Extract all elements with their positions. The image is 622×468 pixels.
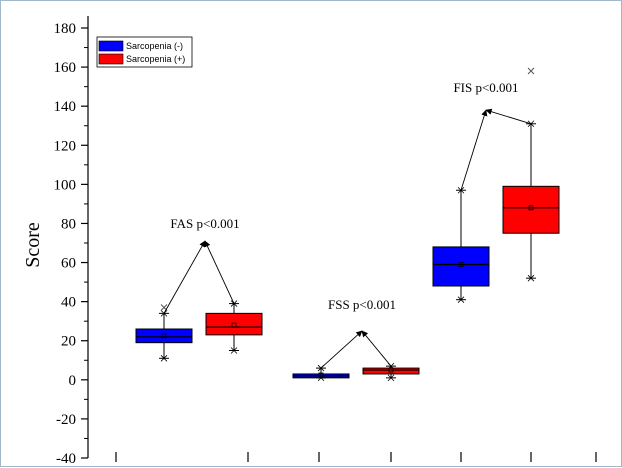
annotation-label: FAS p<0.001 xyxy=(170,216,239,231)
y-tick-label: -20 xyxy=(56,412,76,428)
iqr-box xyxy=(205,312,263,336)
mean-marker xyxy=(458,262,464,267)
y-tick-label: 40 xyxy=(61,295,76,311)
axes: -40 -20 0 20 40 60 80 100 120 140 160 180 Score xyxy=(22,16,597,467)
legend-swatch xyxy=(98,40,124,52)
annotation-label: FSS p<0.001 xyxy=(328,297,396,312)
annotation-arrow-right xyxy=(361,330,392,367)
annotation-label: FIS p<0.001 xyxy=(453,80,518,95)
whisker-cap-cross xyxy=(387,374,395,382)
y-tick-label: 20 xyxy=(61,334,76,350)
annotation-arrow-left xyxy=(320,330,363,369)
outlier-marker xyxy=(527,67,535,75)
box-fss-neg xyxy=(292,364,350,382)
annotation-fas: FAS p<0.001 xyxy=(163,216,240,314)
legend-label: Sarcopenia (+) xyxy=(126,54,185,64)
annotations: FAS p<0.001 FSS p<0.001 FIS p<0.001 xyxy=(163,80,532,369)
y-tick-label: 160 xyxy=(54,60,77,76)
annotation-arrow-left xyxy=(460,109,488,191)
y-axis-title: Score xyxy=(22,222,44,268)
whisker-cap-cross xyxy=(230,347,238,354)
whisker-cap-cross xyxy=(230,300,238,307)
box-fas-neg xyxy=(135,304,193,362)
whisker-cap-cross xyxy=(527,274,535,282)
annotation-fis: FIS p<0.001 xyxy=(453,80,532,191)
mean-marker xyxy=(318,372,324,378)
annotation-arrow-left xyxy=(163,240,206,314)
y-tick-label: 100 xyxy=(54,177,77,193)
whisker-cap-cross xyxy=(160,310,168,317)
mean-marker xyxy=(528,205,534,211)
whisker-cap-cross xyxy=(527,120,535,128)
legend-swatch xyxy=(98,53,124,65)
box-fis-neg xyxy=(432,186,490,303)
annotation-arrow-right xyxy=(485,108,532,125)
y-tick-label: 0 xyxy=(69,373,77,389)
legend-label: Sarcopenia (-) xyxy=(126,41,183,51)
iqr-box xyxy=(362,367,420,375)
box-fas-pos xyxy=(205,300,263,354)
iqr-box xyxy=(135,328,193,344)
annotation-fss: FSS p<0.001 xyxy=(320,297,396,369)
annotation-arrow-right xyxy=(204,240,235,304)
y-tick-label: 80 xyxy=(61,216,76,232)
mean-marker xyxy=(161,333,167,339)
whisker-cap-cross xyxy=(457,296,465,303)
y-tick-label: 60 xyxy=(61,256,76,272)
whisker-cap-cross xyxy=(160,355,168,362)
legend: Sarcopenia (-) Sarcopenia (+) xyxy=(96,36,193,68)
box-fis-pos xyxy=(502,67,560,282)
y-tick-label: 180 xyxy=(54,21,77,37)
mean-marker xyxy=(231,322,237,328)
y-tick-label: -40 xyxy=(56,451,76,467)
y-tick-label: 140 xyxy=(54,99,77,115)
boxes xyxy=(135,67,560,382)
y-tick-label: 120 xyxy=(54,138,77,154)
mean-marker xyxy=(388,367,394,373)
